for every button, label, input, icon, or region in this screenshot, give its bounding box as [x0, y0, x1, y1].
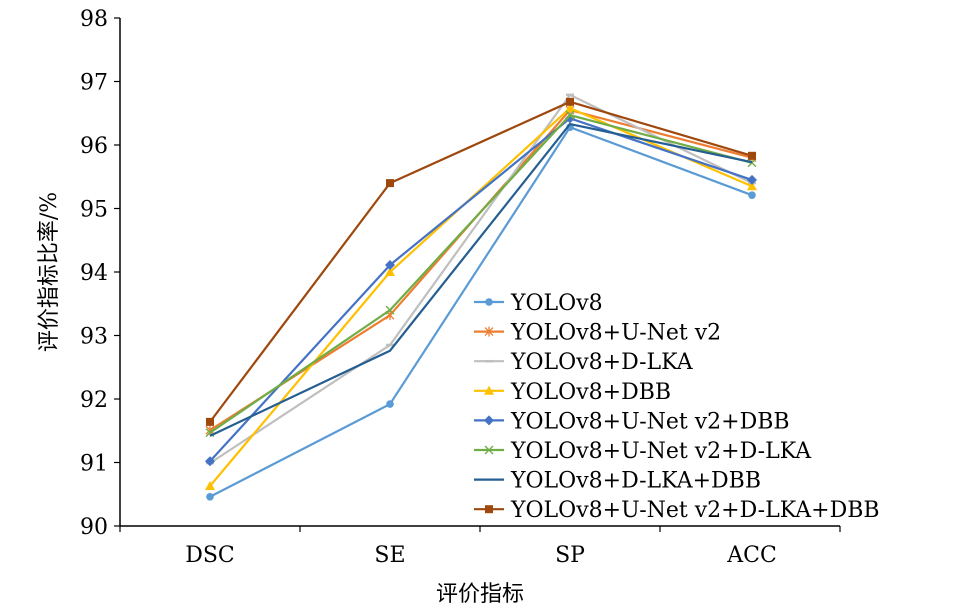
data-point-marker — [566, 97, 574, 106]
y-tick-label: 96 — [80, 134, 108, 159]
y-tick-label: 92 — [80, 388, 108, 413]
data-point-marker — [748, 191, 756, 199]
y-tick-label: 94 — [80, 261, 108, 286]
series-yolov8-u-net-v2-d-lka-dbb — [206, 97, 756, 426]
x-tick-label: DSC — [185, 543, 235, 568]
x-tick-label: SP — [555, 543, 585, 568]
data-point-marker — [565, 110, 575, 120]
data-point-marker — [205, 456, 215, 467]
legend: YOLOv8 YOLOv8+U-Net v2 YOLOv8+D-LKA YOLOv8+… — [474, 291, 880, 523]
legend-label: YOLOv8+D-LKA — [510, 350, 694, 375]
data-point-marker — [385, 260, 395, 271]
series-line — [209, 125, 753, 498]
data-point-marker — [485, 298, 493, 306]
data-point-marker — [747, 158, 757, 168]
data-point-marker — [484, 445, 494, 455]
data-point-marker — [386, 400, 394, 408]
data-point-marker — [386, 179, 394, 188]
legend-label: YOLOv8+U-Net v2+D-LKA+DBB — [510, 498, 880, 523]
legend-label: YOLOv8+U-Net v2+D-LKA — [510, 439, 812, 464]
legend-label: YOLOv8+U-Net v2+DBB — [510, 409, 790, 434]
data-point-marker — [747, 181, 757, 191]
y-tick-label: 90 — [80, 515, 108, 540]
x-axis-label: 评价指标 — [436, 582, 524, 607]
data-point-marker — [385, 267, 395, 276]
data-point-marker — [484, 326, 494, 337]
data-point-marker — [205, 480, 215, 490]
data-point-marker — [206, 417, 214, 426]
data-point-marker — [748, 151, 756, 160]
y-tick-label: 93 — [80, 325, 108, 350]
series-line — [209, 113, 753, 434]
x-tick-label: SE — [374, 543, 405, 568]
series-yolov8-u-net-v2 — [205, 105, 757, 436]
data-point-marker — [565, 103, 575, 113]
data-point-marker — [484, 385, 494, 395]
series-line — [209, 117, 753, 462]
legend-item: YOLOv8+U-Net v2 — [474, 321, 721, 346]
legend-item: YOLOv8+D-LKA — [474, 350, 694, 375]
series-yolov8-d-lka-dbb — [209, 122, 753, 437]
legend-label: YOLOv8+DBB — [510, 380, 671, 405]
legend-item: YOLOv8+D-LKA+DBB — [474, 469, 761, 494]
data-point-marker — [747, 174, 757, 185]
series-yolov8-u-net-v2-dbb — [205, 113, 757, 467]
y-tick-label: 98 — [80, 7, 108, 32]
legend-label: YOLOv8+D-LKA+DBB — [510, 469, 761, 494]
legend-item: YOLOv8+U-Net v2+DBB — [474, 409, 790, 434]
data-point-marker — [385, 305, 395, 315]
x-tick-label: ACC — [726, 543, 777, 568]
series-yolov8-u-net-v2-d-lka — [205, 110, 757, 438]
series-line — [209, 100, 753, 423]
y-tick-label: 91 — [80, 452, 108, 477]
legend-label: YOLOv8+U-Net v2 — [510, 321, 721, 346]
series-line — [209, 122, 753, 437]
data-point-marker — [485, 505, 493, 514]
legend-item: YOLOv8+DBB — [474, 380, 671, 405]
y-tick-label: 97 — [80, 71, 108, 96]
y-axis-label: 评价指标比率/% — [37, 192, 62, 352]
data-point-marker — [206, 492, 214, 501]
legend-item: YOLOv8 — [474, 291, 603, 316]
series-line — [209, 93, 753, 465]
series-lines — [205, 93, 757, 501]
series-line — [209, 106, 753, 487]
series-yolov8-d-lka — [206, 93, 756, 465]
series-yolov8-dbb — [205, 103, 757, 490]
axes: 90 91 92 93 94 95 96 97 98 DSC SE SP ACC — [80, 7, 841, 568]
legend-label: YOLOv8 — [510, 291, 603, 316]
legend-item: YOLOv8+U-Net v2+D-LKA — [474, 439, 812, 464]
y-tick-label: 95 — [80, 198, 108, 223]
legend-item: YOLOv8+U-Net v2+D-LKA+DBB — [474, 498, 880, 523]
data-point-marker — [484, 415, 494, 426]
